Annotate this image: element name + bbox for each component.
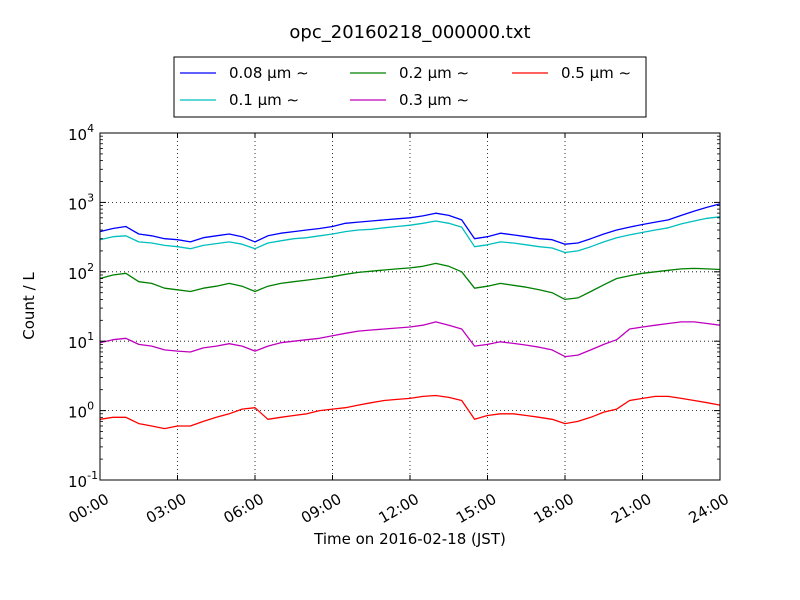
y-tick-label: 10-1 [68, 469, 98, 491]
series-line-1 [99, 216, 721, 254]
x-axis-label: Time on 2016-02-18 (JST) [313, 530, 506, 548]
tick-layer [99, 132, 721, 481]
series-line-0 [99, 203, 721, 245]
y-tick-exponent: 1 [87, 330, 94, 343]
series-line-4 [99, 394, 721, 430]
y-axis-label: Count / L [20, 272, 38, 340]
y-tick-exponent: 2 [87, 261, 94, 274]
series-layer [99, 203, 721, 430]
y-tick-exponent: 0 [87, 400, 94, 413]
series-line-3 [99, 321, 721, 358]
y-tick-base: 10 [68, 126, 87, 144]
y-tick-label: 103 [68, 191, 94, 213]
y-tick-label: 100 [68, 400, 94, 422]
legend-label: 0.1 μm ∼ [229, 91, 299, 109]
y-tick-base: 10 [68, 473, 87, 491]
y-tick-exponent: 4 [87, 122, 94, 135]
legend-box [173, 56, 647, 118]
y-tick-label: 101 [68, 330, 94, 352]
y-tick-base: 10 [68, 404, 87, 422]
y-tick-base: 10 [68, 195, 87, 213]
legend: 0.08 μm ∼ 0.1 μm ∼ 0.2 μm ∼ 0.3 μm ∼ 0.5 μm … [173, 56, 647, 118]
series-line-2 [99, 262, 721, 301]
legend-label: 0.3 μm ∼ [399, 91, 469, 109]
legend-label: 0.08 μm ∼ [229, 64, 309, 82]
y-tick-exponent: -1 [87, 469, 98, 482]
y-tick-base: 10 [68, 334, 87, 352]
y-tick-label: 102 [68, 261, 94, 283]
legend-label: 0.2 μm ∼ [399, 64, 469, 82]
y-tick-exponent: 3 [87, 191, 94, 204]
legend-label: 0.5 μm ∼ [561, 64, 631, 82]
chart-title: opc_20160218_000000.txt [289, 22, 530, 43]
grid-layer [100, 133, 720, 480]
y-tick-label: 104 [68, 122, 94, 144]
y-tick-base: 10 [68, 265, 87, 283]
